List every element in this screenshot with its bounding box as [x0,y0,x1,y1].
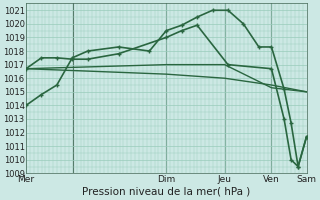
X-axis label: Pression niveau de la mer( hPa ): Pression niveau de la mer( hPa ) [82,187,250,197]
